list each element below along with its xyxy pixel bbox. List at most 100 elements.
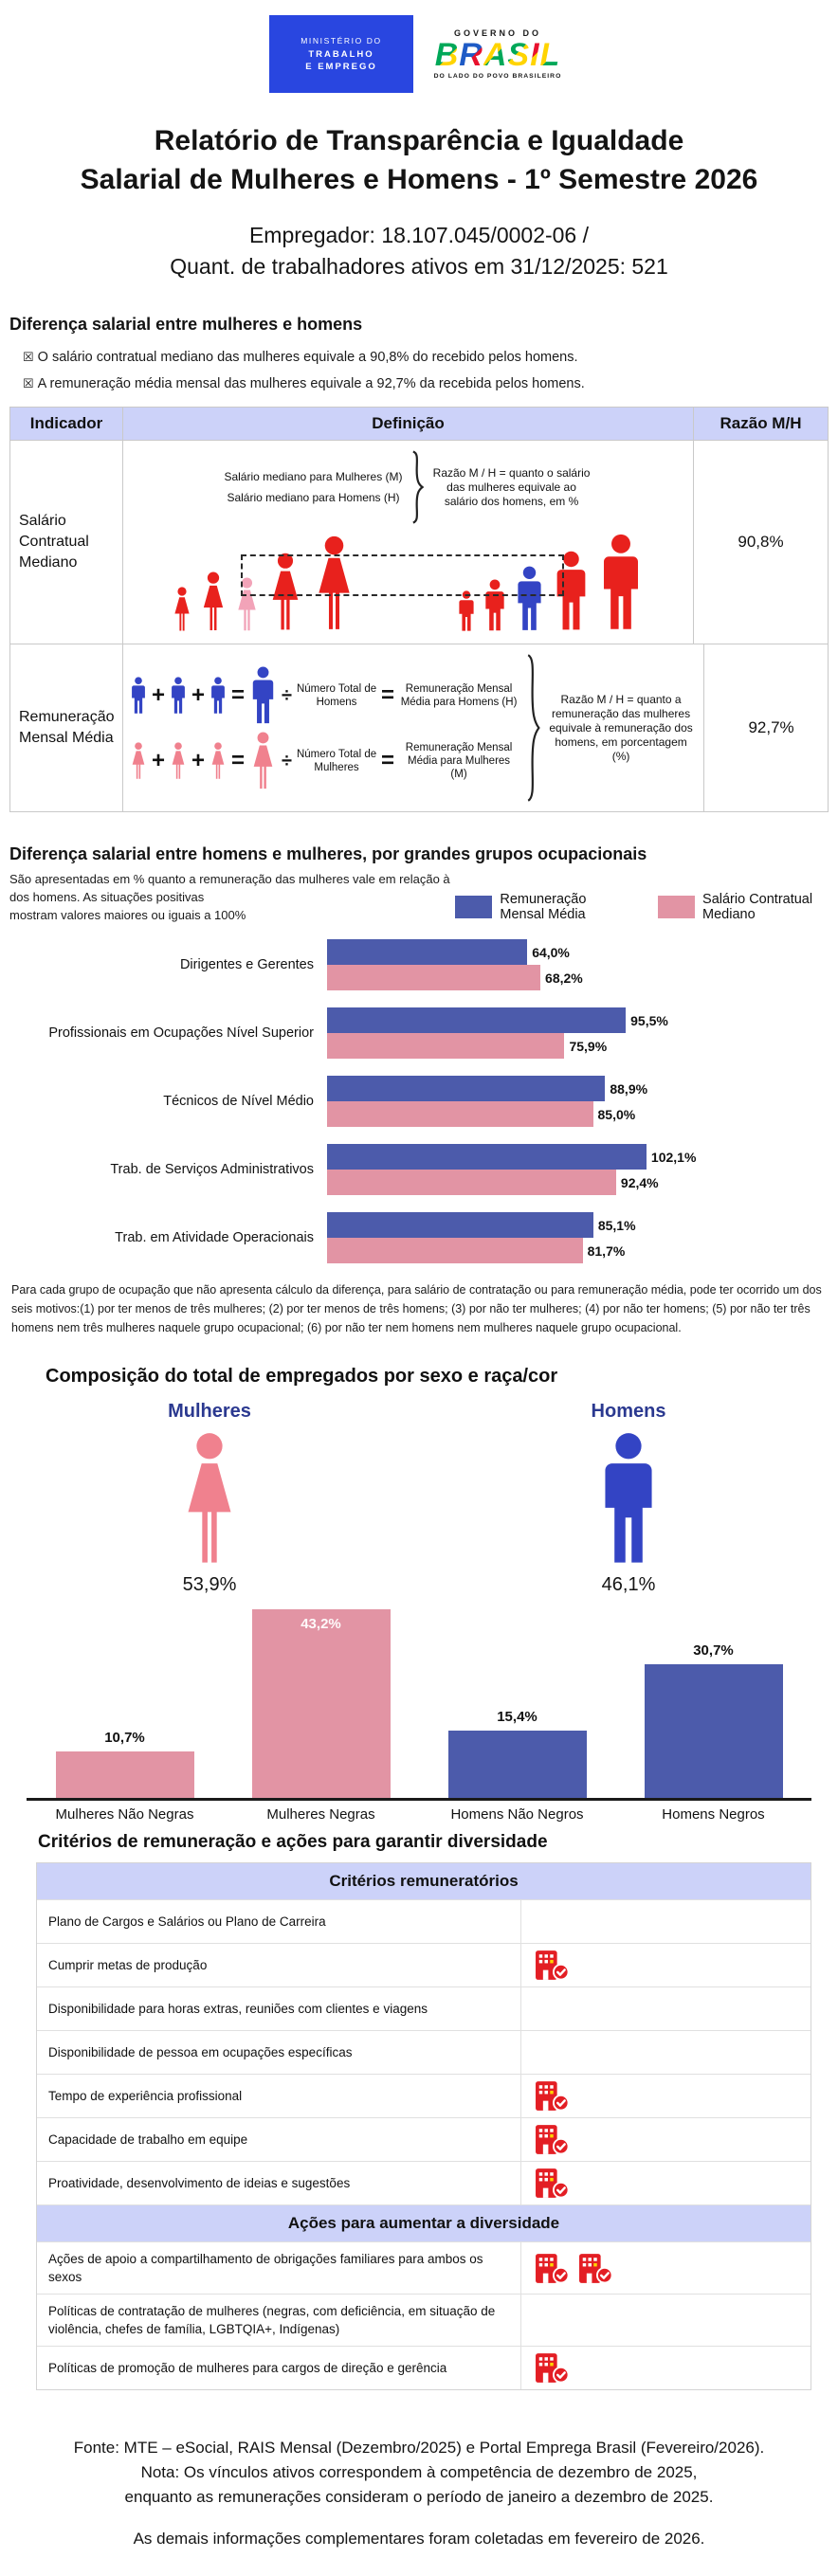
company-check-icon <box>535 2352 570 2384</box>
composition-category-labels: Mulheres Não Negras Mulheres Negras Homens… <box>27 1806 811 1823</box>
plus-operator: + <box>152 681 166 708</box>
criteria-label: Cumprir metas de produção <box>48 1958 208 1972</box>
criteria-label: Plano de Cargos e Salários ou Plano de C… <box>48 1914 326 1929</box>
bar-row: 92,4% <box>327 1170 838 1195</box>
company-check-icon <box>535 2080 570 2112</box>
occupation-group: Profissionais em Ocupações Nível Superio… <box>0 1007 838 1059</box>
criteria-row: Tempo de experiência profissional <box>37 2074 811 2117</box>
composition-column-chart: 10,7% 43,2% 15,4% 30,7% <box>27 1600 811 1801</box>
criteria-label: Políticas de promoção de mulheres para c… <box>48 2361 447 2375</box>
occupational-footnote: Para cada grupo de ocupação que não apre… <box>11 1283 822 1334</box>
company-check-icon <box>535 1950 570 1981</box>
women-average-formula: + + = ÷ Número Total de Mulheres = Remun… <box>129 732 519 790</box>
section-heading-occupational: Diferença salarial entre homens e mulher… <box>9 844 647 863</box>
bar-value-label: 10,7% <box>104 1729 145 1746</box>
col-header-definicao: Definição <box>122 408 693 440</box>
legend-swatch-pink <box>657 896 696 918</box>
criteria-row: Disponibilidade para horas extras, reuni… <box>37 1986 811 2030</box>
man-icon <box>596 534 646 632</box>
occupation-bars: 95,5% 75,9% <box>327 1007 838 1059</box>
criteria-row: Políticas de promoção de mulheres para c… <box>37 2346 811 2389</box>
gov-logo-top: GOVERNO DO <box>453 28 541 38</box>
gap-bullet-1: ☒ O salário contratual mediano das mulher… <box>23 350 578 365</box>
occupation-bars: 64,0% 68,2% <box>327 939 838 990</box>
criteria-row: Capacidade de trabalho em equipe <box>37 2117 811 2161</box>
bar-value-label: 75,9% <box>569 1038 608 1054</box>
footer-note-line1: Nota: Os vínculos ativos correspondem à … <box>140 2463 698 2481</box>
occupational-description: São apresentadas em % quanto a remuneraç… <box>9 872 450 922</box>
woman-icon <box>169 742 188 780</box>
indicator-label: Remuneração Mensal Média <box>19 709 115 746</box>
brace-icon <box>525 652 540 804</box>
indicator-table-header: Indicador Definição Razão M/H <box>10 408 828 440</box>
plus-operator: + <box>191 747 206 773</box>
bar-row: 102,1% <box>327 1144 838 1170</box>
value-bar: 43,2% <box>251 1609 391 1798</box>
brasil-letter: R <box>459 37 483 73</box>
occupation-label: Trab. de Serviços Administrativos <box>110 1162 314 1177</box>
occupation-label: Técnicos de Nível Médio <box>163 1094 314 1109</box>
value-bar <box>327 1144 647 1170</box>
criteria-icons-cell <box>520 2242 811 2294</box>
man-icon <box>456 590 477 632</box>
bar-row: 85,1% <box>327 1212 838 1238</box>
bar-row: 64,0% <box>327 939 838 965</box>
criteria-label: Disponibilidade de pessoa em ocupações e… <box>48 2045 353 2059</box>
occupation-bars: 88,9% 85,0% <box>327 1076 838 1127</box>
page-title: Relatório de Transparência e Igualdade S… <box>0 121 838 199</box>
bar-value-label: 68,2% <box>545 970 583 986</box>
occupational-bar-chart: Dirigentes e Gerentes 64,0% 68,2% Profissio… <box>0 939 838 1263</box>
value-bar <box>327 1238 583 1263</box>
bar-row: 95,5% <box>327 1007 838 1033</box>
occupation-group: Dirigentes e Gerentes 64,0% 68,2% <box>0 939 838 990</box>
ministry-logo-line2: TRABALHO <box>308 48 374 60</box>
table-row-mean-remuneration: Remuneração Mensal Média + + = ÷ Número … <box>10 644 828 811</box>
section-heading-composition: Composição do total de empregados por se… <box>46 1366 558 1387</box>
company-check-icon <box>535 2253 570 2284</box>
criteria-label: Disponibilidade para horas extras, reuni… <box>48 2002 428 2016</box>
section-heading-criteria: Critérios de remuneração e ações para ga… <box>38 1832 548 1852</box>
men-divisor-label: Número Total de Homens <box>296 682 377 708</box>
chart-legend: Remuneração Mensal Média Salário Contrat… <box>455 892 829 924</box>
men-label: Homens <box>591 1401 666 1422</box>
man-icon <box>594 1432 663 1567</box>
brasil-letter: I <box>530 37 540 73</box>
median-connector-box <box>241 554 564 596</box>
bar-value-label: 64,0% <box>532 944 570 960</box>
composition-chart-wrap: 10,7% 43,2% 15,4% 30,7% Mulheres Não Negras… <box>27 1600 811 1823</box>
composition-men: Homens 46,1% <box>419 1401 838 1596</box>
occupation-group: Trab. em Atividade Operacionais 85,1% 81,7… <box>0 1212 838 1263</box>
header: MINISTÉRIO DO TRABALHO E EMPREGO GOVERNO… <box>0 11 838 93</box>
diversity-actions-body: Ações de apoio a compartilhamento de obr… <box>37 2241 811 2389</box>
divide-operator: ÷ <box>282 750 293 771</box>
occupation-label: Profissionais em Ocupações Nível Superio… <box>48 1025 314 1041</box>
woman-icon <box>175 1432 244 1567</box>
category-label: Mulheres Negras <box>266 1806 375 1823</box>
legend-item-median: Salário Contratual Mediano <box>657 892 829 922</box>
plus-operator: + <box>191 681 206 708</box>
criteria-icons-cell <box>520 2295 811 2346</box>
median-salary-definition: Salário mediano para Mulheres (M) Salári… <box>122 441 693 644</box>
man-icon <box>209 677 228 715</box>
brace-icon <box>410 450 424 524</box>
plus-operator: + <box>152 747 166 773</box>
criteria-icons-cell <box>520 2162 811 2204</box>
brasil-letter: L <box>539 37 561 73</box>
indicator-table: Indicador Definição Razão M/H Salário Co… <box>9 407 829 812</box>
median-men-line: Salário mediano para Homens (H) <box>227 490 400 504</box>
equals-operator: = <box>381 681 395 708</box>
composition-figures: Mulheres 53,9% Homens 46,1% <box>0 1401 838 1596</box>
occupational-description-row: São apresentadas em % quanto a remuneraç… <box>9 870 829 924</box>
composition-women: Mulheres 53,9% <box>0 1401 419 1596</box>
woman-icon <box>248 732 278 790</box>
criteria-row: Ações de apoio a compartilhamento de obr… <box>37 2241 811 2294</box>
occupation-bars: 102,1% 92,4% <box>327 1144 838 1195</box>
ministry-logo: MINISTÉRIO DO TRABALHO E EMPREGO <box>269 15 413 93</box>
mean-remuneration-definition: + + = ÷ Número Total de Homens = Remuner… <box>122 644 703 811</box>
col-header-razao: Razão M/H <box>693 408 828 440</box>
employer-line2: Quant. de trabalhadores ativos em 31/12/… <box>170 254 668 279</box>
value-bar <box>327 1212 593 1238</box>
company-check-icon <box>578 2253 613 2284</box>
women-percentage: 53,9% <box>182 1574 237 1595</box>
bar-value-label: 85,1% <box>597 1217 636 1233</box>
